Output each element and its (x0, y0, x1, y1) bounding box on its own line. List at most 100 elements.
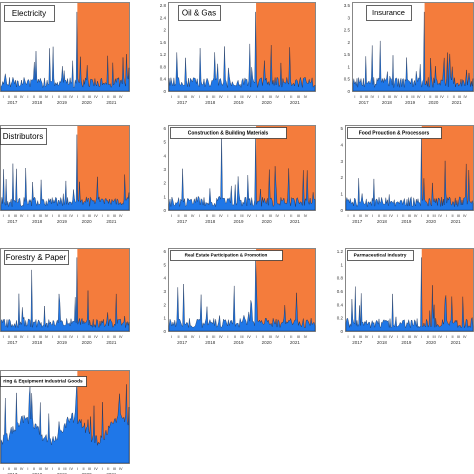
quarter-label: III (240, 335, 243, 339)
title-box (4, 5, 55, 22)
quarter-label: IV (119, 467, 123, 471)
y-tick-label: 4 (163, 153, 166, 158)
y-tick-label: 2 (163, 302, 166, 307)
quarter-label: IV (463, 95, 467, 99)
quarter-label: III (458, 95, 461, 99)
quarter-label: III (113, 214, 116, 218)
year-label: 2018 (205, 219, 216, 224)
title-box (4, 250, 69, 265)
quarter-label: I (256, 335, 257, 339)
chart-title: Parmaceutical Industry (354, 253, 407, 259)
year-label: 2017 (177, 100, 188, 105)
y-tick-label: 0.4 (337, 302, 344, 307)
chart-title: Real Estate Participation & Promotion (185, 253, 268, 258)
quarter-label: II (58, 214, 60, 218)
quarter-label: I (401, 95, 402, 99)
year-label: 2020 (82, 100, 93, 105)
quarter-label: I (348, 335, 349, 339)
quarter-label: I (227, 335, 228, 339)
quarter-label: IV (94, 467, 98, 471)
shaded-period (77, 3, 129, 91)
quarter-label: IV (275, 335, 279, 339)
y-tick-label: 1.6 (160, 40, 167, 45)
quarter-label: II (8, 335, 10, 339)
quarter-label: III (113, 95, 116, 99)
quarter-label: IV (219, 214, 223, 218)
quarter-label: I (446, 214, 447, 218)
quarter-label: III (14, 467, 17, 471)
quarter-label: I (77, 335, 78, 339)
quarter-label: I (447, 95, 448, 99)
shaded-period (421, 126, 473, 210)
quarter-label: I (397, 214, 398, 218)
y-tick-label: 6 (163, 249, 166, 254)
quarter-label: III (14, 214, 17, 218)
quarter-label: II (8, 95, 10, 99)
quarter-label: IV (45, 95, 49, 99)
quarter-label: III (113, 335, 116, 339)
quarter-label: III (457, 214, 460, 218)
quarter-label: I (284, 335, 285, 339)
year-label: 2019 (401, 219, 412, 224)
quarter-label: I (421, 335, 422, 339)
quarter-label: II (427, 214, 429, 218)
quarter-label: III (269, 335, 272, 339)
year-label: 2021 (290, 219, 301, 224)
quarter-label: II (234, 214, 236, 218)
quarter-label: IV (365, 214, 369, 218)
year-label: 2018 (205, 340, 216, 345)
quarter-label: IV (69, 95, 73, 99)
quarter-label: II (290, 95, 292, 99)
quarter-label: II (290, 214, 292, 218)
y-tick-label: 2 (163, 28, 166, 33)
quarter-label: I (354, 95, 355, 99)
quarter-label: II (33, 335, 35, 339)
series-area (0, 257, 130, 332)
quarter-label: I (348, 214, 349, 218)
y-tick-label: 0.8 (160, 64, 167, 69)
quarter-label: IV (219, 335, 223, 339)
quarter-label: I (3, 214, 4, 218)
quarter-label: III (212, 214, 215, 218)
year-label: 2018 (377, 340, 388, 345)
y-tick-label: 0.6 (337, 289, 344, 294)
year-label: 2018 (32, 340, 43, 345)
quarter-label: III (388, 95, 391, 99)
quarter-label: I (171, 335, 172, 339)
series-area (0, 11, 130, 92)
quarter-label: I (102, 214, 103, 218)
y-tick-label: 1 (347, 64, 350, 69)
quarter-label: III (383, 214, 386, 218)
series-area (168, 257, 316, 332)
quarter-label: I (52, 467, 53, 471)
year-label: 2018 (32, 219, 43, 224)
quarter-label: I (378, 95, 379, 99)
quarter-label: III (39, 335, 42, 339)
year-label: 2017 (7, 340, 18, 345)
quarter-label: I (102, 335, 103, 339)
year-label: 2020 (82, 472, 93, 474)
quarter-label: I (27, 95, 28, 99)
quarter-label: IV (247, 95, 251, 99)
y-tick-label: 1 (163, 316, 166, 321)
quarter-label: II (234, 335, 236, 339)
y-tick-label: 2 (163, 181, 166, 186)
y-tick-label: 1.2 (160, 52, 167, 57)
quarter-label: III (297, 335, 300, 339)
quarter-label: IV (20, 467, 24, 471)
quarter-label: I (3, 335, 4, 339)
quarter-label: II (353, 335, 355, 339)
year-label: 2020 (426, 340, 437, 345)
chart-panel-10: IIIIIIIV2017IIIIIIIV2018IIIIIIIV2019IIII… (0, 370, 130, 474)
y-tick-label: 0 (340, 329, 343, 334)
year-label: 2017 (177, 340, 188, 345)
quarter-label: I (199, 214, 200, 218)
quarter-label: III (212, 95, 215, 99)
chart-title: Oil & Gas (182, 8, 216, 17)
y-tick-label: 0.2 (337, 316, 344, 321)
